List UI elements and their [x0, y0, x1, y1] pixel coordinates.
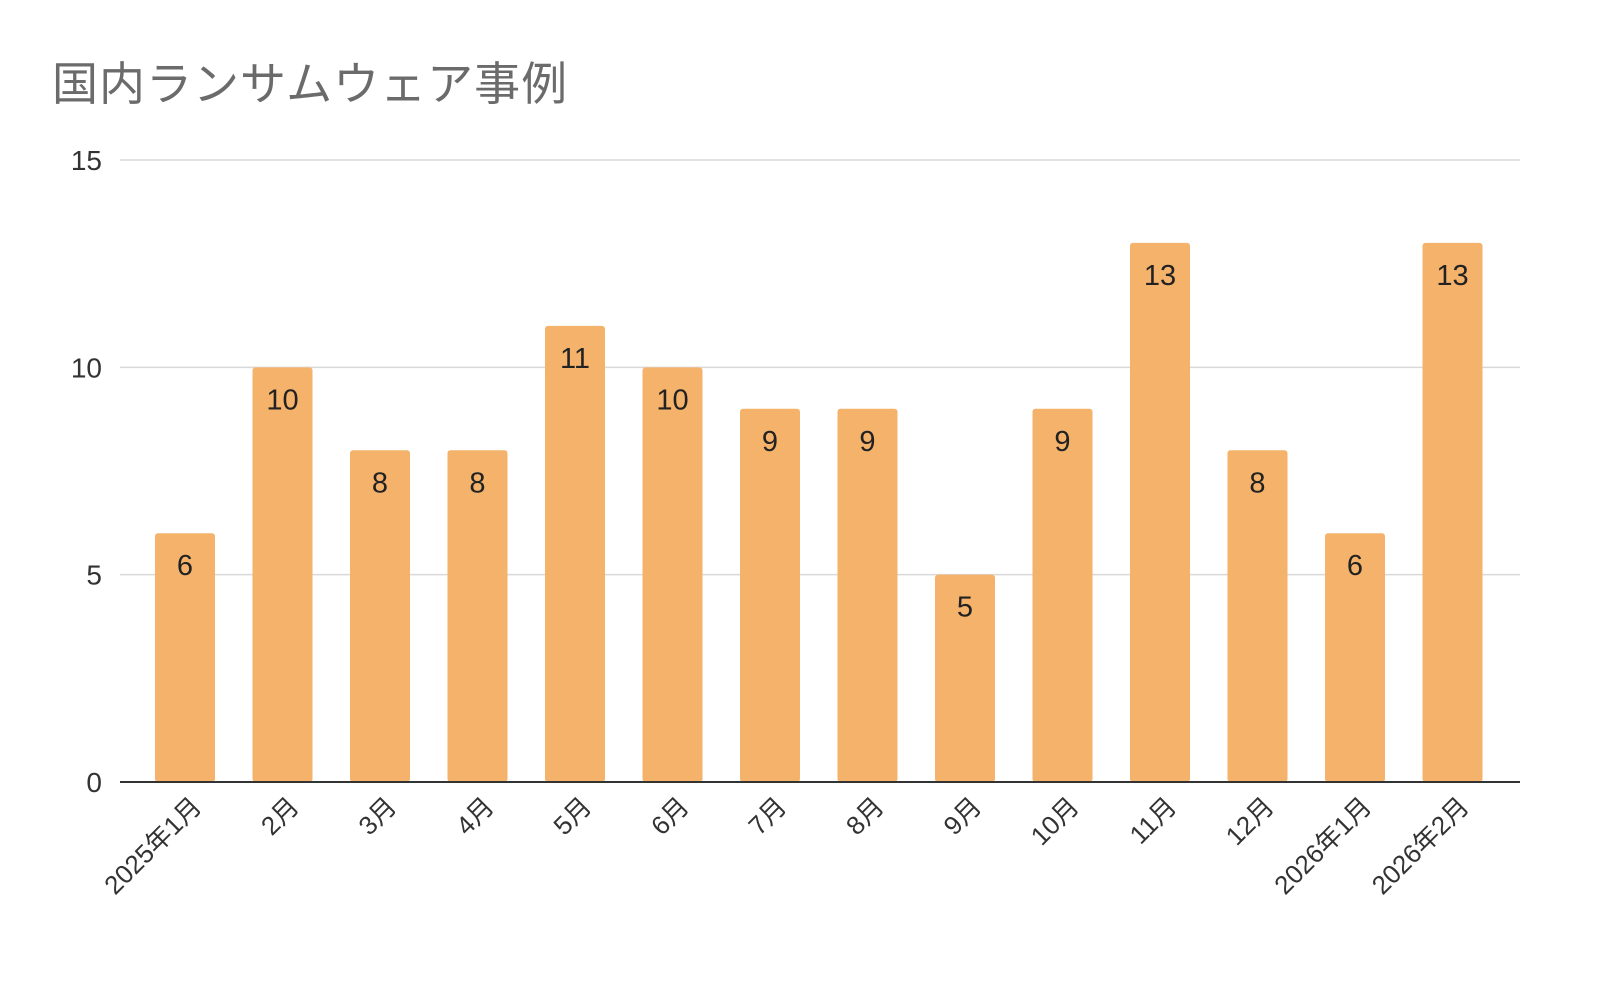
y-tick-label: 5: [86, 560, 102, 591]
bar: [1227, 450, 1288, 782]
y-tick-label: 0: [86, 767, 102, 798]
data-label: 10: [266, 384, 298, 416]
x-tick-label: 11月: [1124, 791, 1183, 850]
data-label: 9: [859, 426, 875, 458]
x-tick-label: 9月: [937, 791, 987, 841]
x-tick-label: 12月: [1220, 791, 1280, 851]
x-tick-label: 3月: [352, 791, 402, 841]
data-label: 5: [957, 592, 973, 624]
x-tick-label: 2026年1月: [1268, 791, 1377, 900]
bar: [1422, 242, 1483, 782]
data-label: 10: [656, 384, 688, 416]
data-label: 8: [372, 467, 388, 499]
x-tick-label: 5月: [547, 791, 597, 841]
bar: [1130, 242, 1190, 782]
bar: [642, 367, 703, 782]
data-label: 8: [469, 467, 485, 499]
bar: [837, 408, 898, 782]
data-label: 9: [1054, 426, 1070, 458]
data-label: 9: [762, 426, 778, 458]
bar: [447, 450, 508, 782]
bar: [935, 574, 995, 782]
bar: [1032, 408, 1093, 782]
chart-title: 国内ランサムウェア事例: [52, 57, 569, 111]
x-tick-label: 4月: [450, 791, 500, 841]
bar: [350, 450, 410, 782]
data-label: 13: [1144, 260, 1176, 292]
y-tick-label: 15: [71, 145, 102, 176]
bar: [155, 533, 215, 782]
data-label: 11: [560, 343, 590, 375]
y-tick-label: 10: [71, 352, 102, 383]
data-label: 6: [1347, 550, 1363, 582]
bar: [252, 367, 313, 782]
x-tick-label: 2月: [255, 791, 305, 841]
x-tick-label: 10月: [1025, 791, 1085, 851]
data-label: 13: [1436, 260, 1468, 292]
data-label: 8: [1249, 467, 1265, 499]
data-label: 6: [177, 550, 193, 582]
bar: [545, 325, 605, 782]
x-tick-label: 7月: [742, 791, 792, 841]
x-tick-label: 2025年1月: [98, 791, 207, 900]
bar: [740, 408, 800, 782]
x-tick-label: 8月: [840, 791, 890, 841]
x-tick-label: 2026年2月: [1366, 791, 1475, 900]
x-tick-label: 6月: [645, 791, 695, 841]
bar: [1325, 533, 1385, 782]
